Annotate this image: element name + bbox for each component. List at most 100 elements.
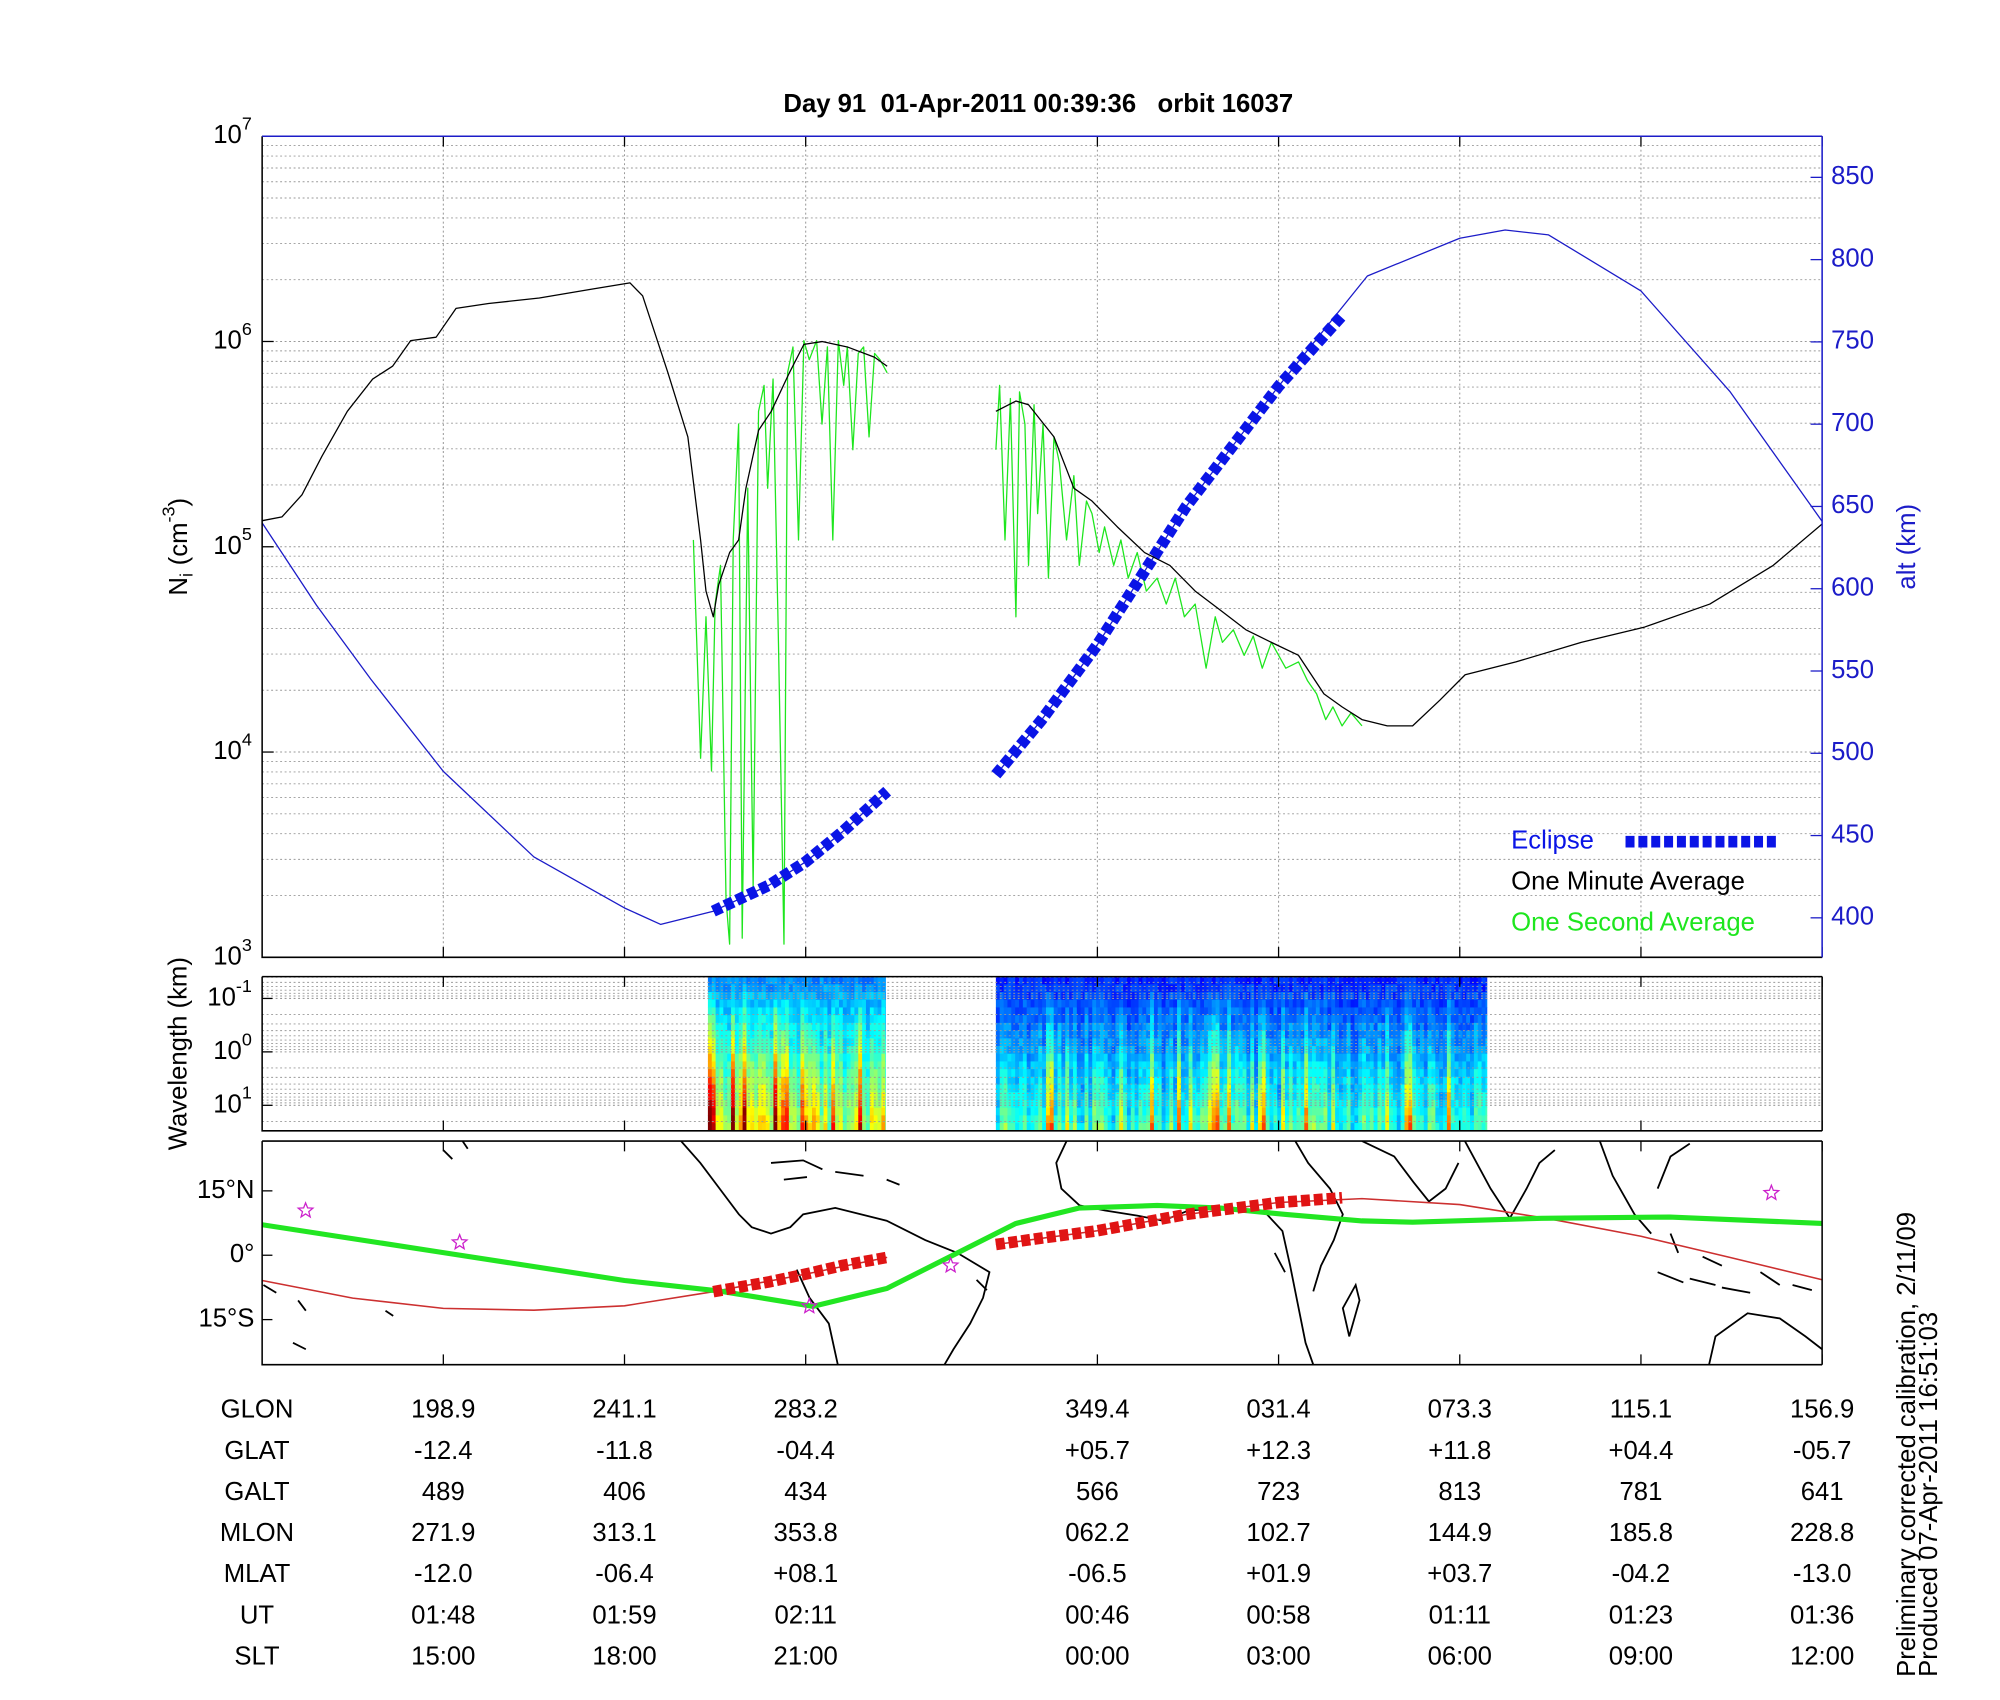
spectrogram-cell — [1427, 1030, 1432, 1039]
spectrogram-cell — [1223, 1045, 1228, 1055]
spectrogram-cell — [1238, 1084, 1243, 1093]
spectrogram-cell — [1331, 1061, 1336, 1070]
spectrogram-cell — [1080, 984, 1085, 993]
spectrogram-cell — [1015, 1123, 1020, 1131]
spectrogram-cell — [750, 1038, 755, 1047]
spectrogram-cell — [1485, 1061, 1488, 1070]
spectrogram-cell — [835, 1007, 840, 1016]
spectrogram-cell — [831, 1115, 836, 1124]
spectrogram-cell — [1404, 1015, 1409, 1024]
spectrogram-cell — [881, 1061, 886, 1070]
spectrogram-cell — [1308, 999, 1313, 1008]
spectrogram-cell — [1157, 1030, 1163, 1039]
spectrogram-cell — [1111, 1099, 1116, 1109]
spectrogram-cell — [1288, 1069, 1294, 1078]
spectrogram-cell — [1400, 992, 1405, 1001]
spectrogram-cell — [873, 1099, 878, 1109]
spectrogram-cell — [846, 1007, 851, 1016]
spectrogram-cell — [1227, 1084, 1232, 1093]
spectrogram-cell — [1327, 1123, 1332, 1131]
spectrogram-cell — [1470, 1030, 1475, 1039]
spectrogram-cell — [1258, 1030, 1263, 1039]
spectrogram-cell — [1072, 1022, 1078, 1031]
spectrogram-cell — [781, 992, 786, 1001]
spectrogram-cell — [1153, 1123, 1159, 1131]
spectrogram-cell — [727, 1030, 732, 1039]
spectrogram-cell — [1130, 1115, 1136, 1124]
spectrogram-cell — [1080, 1030, 1085, 1039]
spectrogram-cell — [838, 1022, 844, 1031]
spectrogram-cell — [1369, 1030, 1375, 1039]
spectrogram-cell — [1019, 1038, 1024, 1047]
spectrogram-cell — [1096, 984, 1101, 993]
spectrogram-cell — [811, 1053, 817, 1062]
spectrogram-cell — [1346, 1092, 1351, 1101]
spectrogram-cell — [1042, 999, 1047, 1008]
table-cell: -13.0 — [1793, 1560, 1852, 1588]
spectrogram-cell — [1115, 1022, 1120, 1031]
spectrogram-cell — [731, 1053, 736, 1062]
spectrogram-cell — [1381, 999, 1386, 1008]
spectrogram-cell — [1423, 984, 1429, 993]
spectrogram-cell — [1038, 1045, 1043, 1055]
spectrogram-cell — [1177, 1038, 1182, 1047]
spectrogram-cell — [1130, 1038, 1136, 1047]
spectrogram-cell — [1142, 1123, 1147, 1131]
spectrogram-cell — [808, 1092, 813, 1101]
spectrogram-cell — [1265, 1045, 1270, 1055]
spectrogram-cell — [1258, 1038, 1263, 1047]
spectrogram-cell — [1412, 984, 1417, 993]
spectrogram-cell — [838, 1099, 844, 1109]
spectrogram-cell — [1281, 1022, 1286, 1031]
spectrogram-cell — [1042, 1045, 1047, 1055]
spectrogram-cell — [1288, 1007, 1294, 1016]
y2-tick-label: 500 — [1831, 738, 1874, 766]
spectrogram-cell — [781, 1015, 786, 1024]
spectrogram-cell — [1065, 1099, 1070, 1109]
spectrogram-cell — [1369, 1076, 1375, 1085]
table-cell: 073.3 — [1428, 1396, 1492, 1424]
spectrogram-cell — [858, 1076, 863, 1085]
spectrogram-cell — [804, 1045, 809, 1055]
spectrogram-cell — [1254, 1061, 1259, 1070]
spectrogram-cell — [995, 1053, 1001, 1062]
spectrogram-cell — [1107, 1069, 1112, 1078]
spectrogram-cell — [815, 976, 821, 985]
spectrogram-cell — [1242, 1123, 1247, 1131]
spectrogram-cell — [1200, 984, 1205, 993]
spectrogram-cell — [1192, 984, 1197, 993]
spectrogram-cell — [1311, 1069, 1317, 1078]
spectrogram-cell — [1130, 1123, 1136, 1131]
spectrogram-cell — [1365, 1076, 1371, 1085]
y-tick-label: 106 — [213, 319, 252, 355]
spectrogram-cell — [1265, 1022, 1270, 1031]
spectrogram-cell — [758, 1061, 763, 1070]
spectrogram-cell — [1400, 1123, 1405, 1131]
spectrogram-cell — [1134, 976, 1139, 985]
spectrogram-cell — [1088, 1107, 1093, 1116]
track-line — [712, 1191, 1343, 1298]
spectrogram-cell — [1180, 1084, 1186, 1093]
spectrogram-cell — [885, 1007, 886, 1016]
spectrogram-cell — [1385, 1030, 1390, 1039]
spectrogram-cell — [1419, 1022, 1425, 1031]
spectrogram-cell — [1207, 992, 1213, 1001]
spectrogram-cell — [1473, 1084, 1479, 1093]
spectrogram-cell — [1115, 984, 1120, 993]
spectrogram-cell — [1431, 1092, 1436, 1101]
spectrogram-cell — [1007, 1007, 1012, 1016]
spectrogram-cell — [1396, 1007, 1402, 1016]
spectrogram-cell — [838, 1115, 844, 1124]
spectrogram-cell — [1281, 1076, 1286, 1085]
spectrogram-cell — [1269, 992, 1274, 1001]
spectrogram-cell — [1003, 1038, 1008, 1047]
spectrogram-cell — [731, 1022, 736, 1031]
spectrogram-cell — [1026, 1022, 1031, 1031]
spectrogram-cell — [1450, 1107, 1456, 1116]
spectrogram-cell — [1011, 1015, 1016, 1024]
spectrogram-cell — [1327, 1084, 1332, 1093]
spectrogram-cell — [819, 1007, 824, 1016]
spectrogram-cell — [711, 1084, 717, 1093]
spectrogram-cell — [823, 1115, 828, 1124]
spectrogram-cell — [1288, 992, 1294, 1001]
